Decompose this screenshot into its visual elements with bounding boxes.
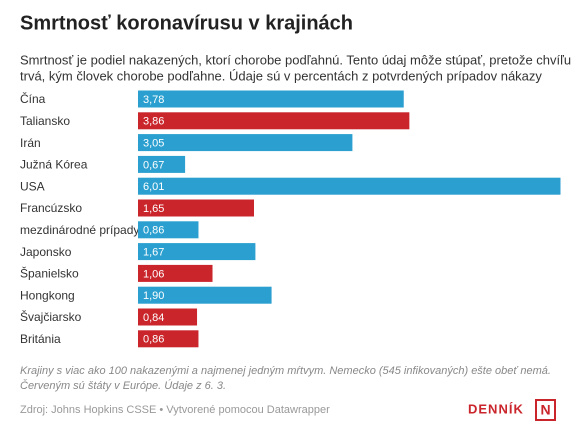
category-label: Čína [20, 91, 46, 106]
note: Červeným sú štáty v Európe. Údaje z 6. 3… [20, 379, 226, 392]
category-label: Irán [20, 136, 41, 150]
bar [138, 112, 410, 130]
bar [138, 264, 213, 282]
value-label: 0,86 [143, 334, 164, 346]
bar [138, 243, 256, 261]
value-label: 1,65 [143, 203, 164, 215]
category-label: Taliansko [20, 114, 70, 128]
bar [138, 177, 561, 195]
bar [138, 155, 186, 173]
value-label: 0,84 [143, 312, 164, 324]
value-label: 1,06 [143, 268, 164, 280]
bar [138, 308, 198, 326]
category-label: Hongkong [20, 288, 75, 302]
value-label: 6,01 [143, 181, 164, 193]
bar [138, 199, 254, 217]
category-label: Francúzsko [20, 201, 82, 215]
bar [138, 286, 272, 304]
category-label: mezdinárodné prípady [20, 223, 139, 237]
category-label: Japonsko [20, 245, 72, 259]
logo-box [535, 399, 556, 421]
value-label: 3,05 [143, 138, 164, 150]
note: Krajiny s viac ako 100 nakazenými a najm… [20, 365, 551, 377]
logo-letter: N [540, 402, 550, 418]
subtitle: Smrtnosť je podiel nakazených, ktorí cho… [20, 52, 571, 67]
subtitle: trvá, kým človek chorobe podľahne. Údaje… [20, 68, 542, 83]
bar [138, 330, 199, 348]
value-label: 1,67 [143, 247, 164, 259]
logo-text: DENNÍK [468, 401, 524, 416]
category-label: Británia [20, 332, 61, 346]
value-label: 3,78 [143, 94, 164, 106]
value-label: 0,86 [143, 225, 164, 237]
bar [138, 134, 353, 152]
chart-title: Smrtnosť koronavírusu v krajinách [20, 12, 353, 34]
category-label: USA [20, 179, 45, 193]
bar [138, 90, 404, 108]
value-label: 0,67 [143, 159, 164, 171]
category-label: Švajčiarsko [20, 309, 82, 324]
value-label: 1,90 [143, 290, 164, 302]
value-label: 3,86 [143, 116, 164, 128]
category-label: Španielsko [20, 266, 79, 281]
bar [138, 221, 199, 239]
category-label: Južná Kórea [20, 158, 88, 172]
source: Zdroj: Johns Hopkins CSSE • Vytvorené po… [20, 404, 330, 416]
